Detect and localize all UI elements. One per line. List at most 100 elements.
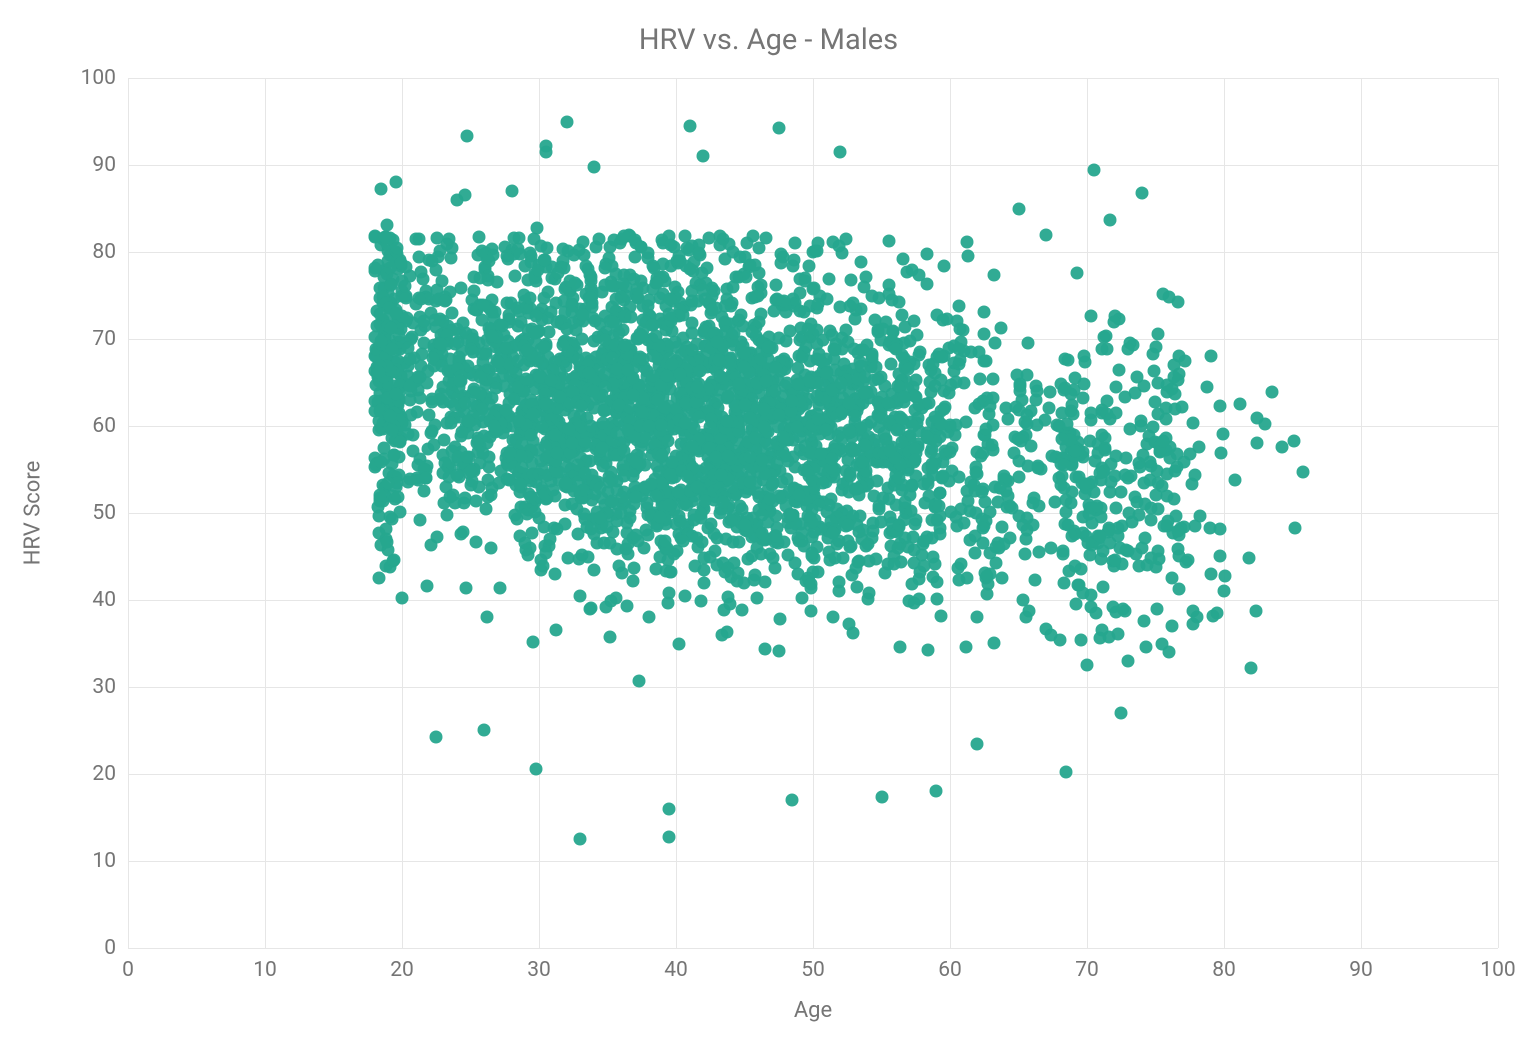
data-point bbox=[875, 515, 888, 528]
data-point bbox=[1013, 470, 1026, 483]
data-point bbox=[914, 346, 927, 359]
data-point bbox=[1125, 516, 1138, 529]
data-point bbox=[882, 235, 895, 248]
data-point bbox=[713, 353, 726, 366]
data-point bbox=[643, 611, 656, 624]
data-point bbox=[820, 506, 833, 519]
data-point bbox=[520, 373, 533, 386]
data-point bbox=[727, 326, 740, 339]
data-point bbox=[1096, 429, 1109, 442]
data-point bbox=[648, 261, 661, 274]
data-point bbox=[895, 309, 908, 322]
gridline-horizontal bbox=[128, 948, 1498, 949]
data-point bbox=[854, 256, 867, 269]
data-point bbox=[587, 160, 600, 173]
data-point bbox=[769, 362, 782, 375]
data-point bbox=[981, 588, 994, 601]
data-point bbox=[396, 592, 409, 605]
data-point bbox=[1149, 396, 1162, 409]
data-point bbox=[669, 280, 682, 293]
data-point bbox=[1104, 413, 1117, 426]
data-point bbox=[677, 535, 690, 548]
data-point bbox=[438, 295, 451, 308]
data-point bbox=[470, 535, 483, 548]
data-point bbox=[673, 638, 686, 651]
data-point bbox=[620, 517, 633, 530]
data-point bbox=[681, 469, 694, 482]
data-point bbox=[485, 329, 498, 342]
data-point bbox=[893, 471, 906, 484]
data-point bbox=[663, 830, 676, 843]
data-point bbox=[490, 381, 503, 394]
data-point bbox=[1138, 615, 1151, 628]
data-point bbox=[1059, 381, 1072, 394]
data-point bbox=[954, 353, 967, 366]
data-point bbox=[723, 597, 736, 610]
data-point bbox=[404, 393, 417, 406]
data-point bbox=[1167, 371, 1180, 384]
data-point bbox=[862, 593, 875, 606]
data-point bbox=[417, 272, 430, 285]
data-point bbox=[609, 293, 622, 306]
data-point bbox=[651, 393, 664, 406]
data-point bbox=[1096, 580, 1109, 593]
data-point bbox=[548, 428, 561, 441]
data-point bbox=[687, 509, 700, 522]
data-point bbox=[936, 313, 949, 326]
data-point bbox=[826, 235, 839, 248]
data-point bbox=[851, 482, 864, 495]
data-point bbox=[538, 439, 551, 452]
data-point bbox=[428, 314, 441, 327]
data-point bbox=[1094, 553, 1107, 566]
data-point bbox=[693, 365, 706, 378]
data-point bbox=[686, 294, 699, 307]
data-point bbox=[804, 604, 817, 617]
data-point bbox=[710, 336, 723, 349]
data-point bbox=[970, 467, 983, 480]
data-point bbox=[870, 553, 883, 566]
data-point bbox=[925, 457, 938, 470]
data-point bbox=[662, 435, 675, 448]
data-point bbox=[977, 306, 990, 319]
data-point bbox=[1173, 583, 1186, 596]
data-point bbox=[598, 261, 611, 274]
y-tick-label: 0 bbox=[104, 936, 116, 960]
data-point bbox=[690, 480, 703, 493]
data-point bbox=[866, 289, 879, 302]
data-point bbox=[877, 427, 890, 440]
data-point bbox=[455, 282, 468, 295]
data-point bbox=[564, 274, 577, 287]
data-point bbox=[456, 317, 469, 330]
data-point bbox=[588, 564, 601, 577]
data-point bbox=[529, 326, 542, 339]
data-point bbox=[409, 232, 422, 245]
data-point bbox=[504, 296, 517, 309]
data-point bbox=[795, 592, 808, 605]
data-point bbox=[908, 453, 921, 466]
data-point bbox=[913, 573, 926, 586]
data-point bbox=[847, 297, 860, 310]
data-point bbox=[563, 422, 576, 435]
data-point bbox=[481, 490, 494, 503]
data-point bbox=[394, 436, 407, 449]
data-point bbox=[826, 611, 839, 624]
data-point bbox=[637, 541, 650, 554]
data-point bbox=[373, 307, 386, 320]
data-point bbox=[1150, 340, 1163, 353]
x-tick-label: 50 bbox=[801, 958, 825, 982]
data-point bbox=[1082, 536, 1095, 549]
data-point bbox=[674, 254, 687, 267]
data-point bbox=[1200, 381, 1213, 394]
data-point bbox=[1095, 623, 1108, 636]
data-point bbox=[836, 246, 849, 259]
data-point bbox=[374, 335, 387, 348]
data-point bbox=[846, 627, 859, 640]
data-point bbox=[748, 568, 761, 581]
data-point bbox=[690, 531, 703, 544]
data-point bbox=[945, 379, 958, 392]
data-point bbox=[596, 416, 609, 429]
data-point bbox=[623, 504, 636, 517]
data-point bbox=[1121, 343, 1134, 356]
data-point bbox=[653, 511, 666, 524]
data-point bbox=[800, 464, 813, 477]
